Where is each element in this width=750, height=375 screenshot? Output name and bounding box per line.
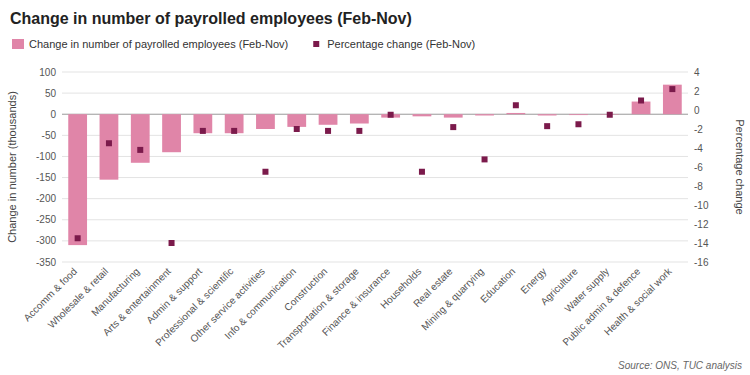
y-tick-label: -300	[36, 235, 56, 246]
y-tick-label: -200	[36, 193, 56, 204]
bar	[100, 114, 119, 179]
legend-label: Percentage change (Feb-Nov)	[327, 38, 475, 50]
bar	[256, 114, 275, 129]
marks	[68, 85, 681, 246]
y2-tick-label: -6	[694, 162, 703, 173]
bar	[319, 114, 338, 125]
bar	[162, 114, 181, 152]
bar	[444, 114, 463, 117]
bar	[225, 114, 244, 133]
bar	[287, 114, 306, 127]
bar	[663, 85, 682, 115]
y-tick-label: -150	[36, 172, 56, 183]
annotation: Source: ONS, TUC analysis	[618, 360, 742, 371]
bar	[193, 114, 212, 133]
y2-axis-label: Percentage change	[734, 119, 746, 214]
y2-tick-label: 0	[694, 105, 700, 116]
grid-line	[62, 135, 688, 136]
chart: Change in number of payrolled employees …	[0, 0, 750, 375]
bar	[569, 114, 588, 116]
point	[294, 126, 300, 132]
legend: Change in number of payrolled employees …	[12, 38, 475, 50]
point	[388, 112, 394, 118]
point	[513, 102, 519, 108]
grid-line	[62, 114, 688, 115]
y-tick-label: -100	[36, 151, 56, 162]
y2-tick-label: -14	[694, 238, 709, 249]
series-0	[68, 85, 681, 245]
legend-swatch	[313, 41, 319, 47]
point	[137, 147, 143, 153]
bar	[506, 113, 525, 114]
y-axis-label: Change in number (thousands)	[6, 91, 18, 243]
point	[356, 128, 362, 134]
y2-tick-label: 2	[694, 86, 700, 97]
legend-label: Change in number of payrolled employees …	[29, 38, 288, 50]
x-tick-label: Mining & quarrying	[419, 266, 486, 333]
y2-tick-label: -8	[694, 181, 703, 192]
point	[669, 86, 675, 92]
grid-line	[62, 219, 688, 220]
bar	[475, 114, 494, 115]
y-tick-label: -250	[36, 214, 56, 225]
bar	[68, 114, 87, 245]
y2-tick-label: 4	[694, 67, 700, 78]
x-tick-label: Education	[478, 266, 517, 305]
point	[419, 169, 425, 175]
y2-tick-label: -16	[694, 257, 709, 268]
point	[169, 240, 175, 246]
point	[482, 156, 488, 162]
point	[106, 140, 112, 146]
y-tick-label: 100	[39, 67, 56, 78]
grid-line	[62, 156, 688, 157]
y2-tick-label: -10	[694, 200, 709, 211]
grid-line	[62, 262, 688, 263]
y-tick-label: 0	[50, 109, 56, 120]
point	[638, 98, 644, 104]
grid	[62, 72, 688, 262]
title: Change in number of payrolled employees …	[10, 10, 412, 27]
grid-line	[62, 93, 688, 94]
y-tick-label: -350	[36, 257, 56, 268]
point	[325, 128, 331, 134]
y2-tick-label: -12	[694, 219, 709, 230]
grid-line	[62, 72, 688, 73]
x-tick-label: Admin & support	[144, 265, 204, 325]
series-1	[75, 86, 676, 246]
y2-tick-label: -2	[694, 124, 703, 135]
grid-line	[62, 177, 688, 178]
grid-line	[62, 198, 688, 199]
legend-swatch	[12, 39, 24, 49]
y2-tick-label: -4	[694, 143, 703, 154]
point	[544, 123, 550, 129]
y-tick-label: 50	[45, 88, 57, 99]
point	[607, 112, 613, 118]
point	[450, 124, 456, 130]
point	[200, 128, 206, 134]
bar	[131, 114, 150, 163]
bar	[350, 114, 369, 123]
x-tick-label: Energy	[518, 266, 548, 296]
point	[75, 235, 81, 241]
x-tick-label: Accomm & food	[21, 266, 79, 324]
point	[262, 169, 268, 175]
grid-line	[62, 240, 688, 241]
bar	[538, 114, 557, 115]
bar	[413, 114, 432, 116]
x-tick-label: Health & social work	[602, 265, 675, 338]
y-tick-label: -50	[42, 130, 57, 141]
point	[575, 121, 581, 127]
point	[231, 128, 237, 134]
